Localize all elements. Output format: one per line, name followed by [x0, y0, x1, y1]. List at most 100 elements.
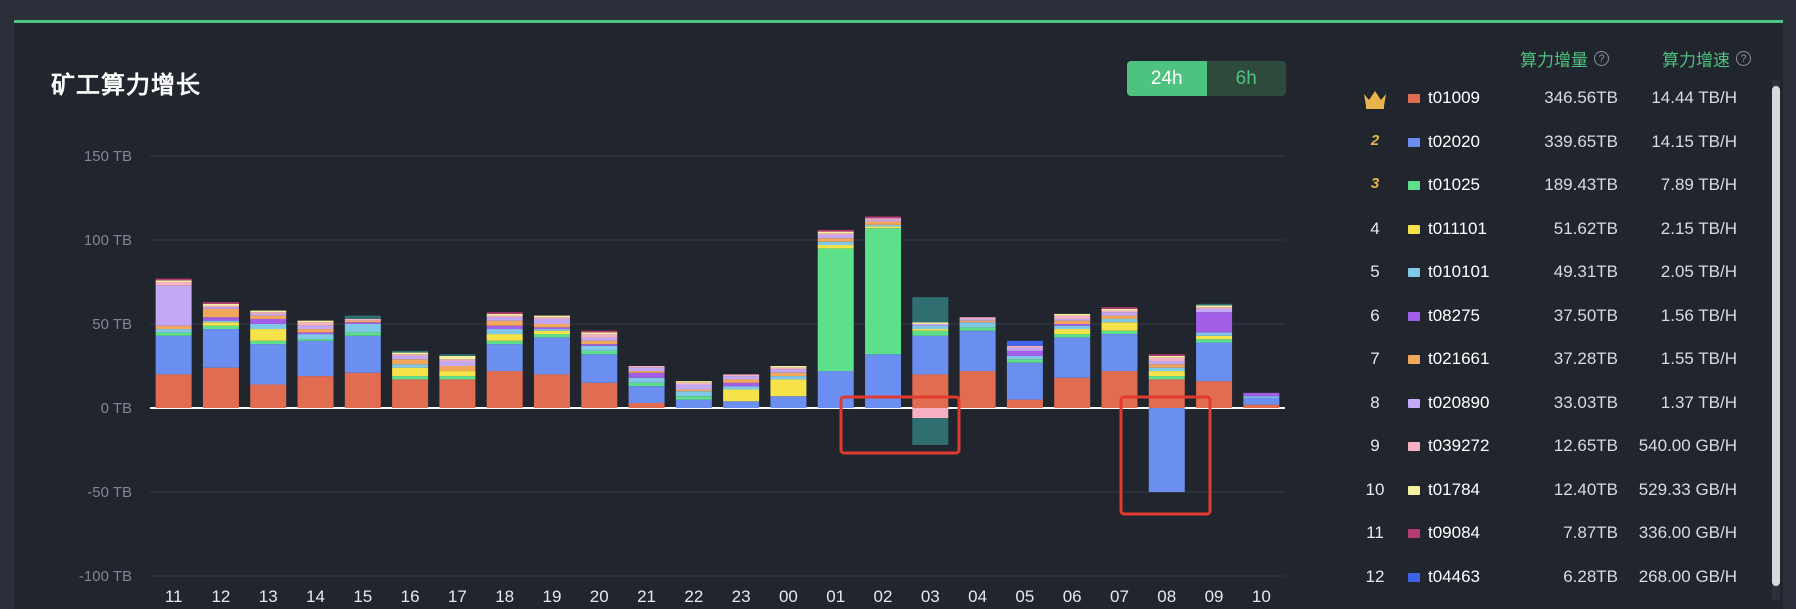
bar-segment: [628, 367, 665, 372]
legend-row[interactable]: t01009 346.56TB 14.44 TB/H: [1320, 84, 1760, 114]
bar-segment: [628, 377, 665, 383]
rank-number: 10: [1365, 479, 1385, 499]
legend-row[interactable]: 2 t02020 339.65TB 14.15 TB/H: [1320, 128, 1760, 158]
bar-segment: [344, 318, 381, 321]
help-icon[interactable]: ?: [1736, 51, 1751, 66]
bar-segment: [250, 310, 287, 313]
color-swatch: [1408, 94, 1420, 103]
bar-segment: [344, 322, 381, 324]
legend-row[interactable]: 6 t08275 37.50TB 1.56 TB/H: [1320, 302, 1760, 332]
miner-id: t01009: [1428, 88, 1480, 107]
bar-segment: [439, 371, 476, 377]
bar-segment: [628, 382, 665, 387]
x-tick-label: 13: [259, 587, 278, 606]
crown-icon: [1360, 88, 1390, 115]
x-tick-label: 22: [684, 587, 703, 606]
x-tick-label: 20: [590, 587, 609, 606]
y-tick-label: 100 TB: [84, 232, 132, 249]
bar-segment: [1054, 318, 1091, 321]
color-swatch: [1408, 137, 1420, 147]
bar-segment: [817, 233, 854, 235]
x-tick-label: 16: [401, 587, 420, 606]
bar-segment: [770, 369, 807, 373]
legend-row[interactable]: 11 t09084 7.87TB 336.00 GB/H: [1320, 519, 1760, 549]
bar-segment: [202, 302, 239, 304]
bar-segment: [533, 329, 570, 331]
bar-segment: [439, 379, 476, 408]
bar-segment: [1196, 339, 1233, 343]
bar-segment: [581, 344, 618, 346]
bar-segment: [486, 329, 523, 335]
bar-segment: [628, 366, 665, 368]
bar-segment: [533, 327, 570, 330]
bar-segment: [1196, 332, 1233, 336]
bar-segment: [675, 399, 712, 408]
bar-segment: [486, 312, 523, 314]
bar-segment: [297, 320, 334, 323]
bar-segment: [155, 335, 192, 375]
y-tick-label: 0 TB: [101, 400, 132, 417]
rank-number: 9: [1370, 436, 1380, 455]
bar-segment: [250, 329, 287, 341]
bar-segment: [1243, 392, 1280, 397]
bar-segment: [486, 340, 523, 345]
bar-segment: [1196, 307, 1233, 309]
bar-segment: [865, 228, 902, 355]
legend-row[interactable]: 10 t01784 12.40TB 529.33 GB/H: [1320, 476, 1760, 506]
x-tick-label: 11: [165, 587, 183, 606]
bar-segment: [297, 376, 334, 408]
x-tick-label: 02: [874, 587, 893, 606]
bar-segment: [581, 354, 618, 383]
growth-speed: 1.55 TB/H: [1660, 349, 1737, 368]
scrollbar-thumb[interactable]: [1772, 86, 1780, 586]
rank-2-icon: 2: [1370, 131, 1380, 149]
help-icon[interactable]: ?: [1594, 51, 1609, 66]
x-tick-label: 00: [779, 587, 798, 606]
growth-speed: 336.00 GB/H: [1638, 523, 1737, 542]
bar-segment: [865, 354, 902, 408]
bar-segment: [912, 374, 949, 408]
bar-segment: [297, 322, 334, 326]
bar-segment: [486, 344, 523, 372]
bar-segment: [344, 315, 381, 319]
rank-number: 12: [1365, 566, 1385, 586]
color-swatch: [1408, 311, 1420, 321]
bar-segment: [533, 334, 570, 338]
bar-segment: [392, 350, 429, 353]
bar-segment: [1054, 313, 1091, 316]
color-swatch: [1408, 529, 1420, 538]
legend-row[interactable]: 12 t04463 6.28TB 268.00 GB/H: [1320, 563, 1760, 593]
bar-segment: [392, 367, 429, 377]
growth-amount: 346.56TB: [1544, 88, 1618, 107]
legend-row[interactable]: 5 t010101 49.31TB 2.05 TB/H: [1320, 258, 1760, 288]
legend-row[interactable]: 8 t020890 33.03TB 1.37 TB/H: [1320, 389, 1760, 419]
bar-segment: [1101, 315, 1138, 319]
color-swatch: [1408, 398, 1420, 408]
bar-segment: [723, 376, 760, 380]
bar-segment: [533, 317, 570, 319]
stacked-bar-chart: 150 TB 100 TB 50 TB 0 TB -50 TB -100 TB 11 12 13…: [79, 148, 1285, 606]
bar-segment: [250, 313, 287, 316]
bar-segment: [202, 303, 239, 306]
bar-segment: [155, 329, 192, 333]
bar-segment: [533, 324, 570, 328]
legend-row[interactable]: 7 t021661 37.28TB 1.55 TB/H: [1320, 345, 1760, 375]
growth-column-header: 算力增量 ?: [1520, 46, 1609, 71]
miner-id: t09084: [1428, 523, 1480, 542]
bar-segment: [202, 308, 239, 318]
legend-row[interactable]: 3 t01025 189.43TB 7.89 TB/H: [1320, 171, 1760, 201]
bar-segment: [1054, 325, 1091, 330]
rank-number: 4: [1370, 218, 1380, 238]
growth-speed: 540.00 GB/H: [1638, 436, 1737, 455]
bar-segment: [817, 248, 854, 372]
toggle-6h-button[interactable]: 6h: [1206, 61, 1286, 96]
bar-segment: [912, 325, 949, 330]
legend-row[interactable]: 4 t011101 51.62TB 2.15 TB/H: [1320, 215, 1760, 245]
color-swatch: [1408, 572, 1420, 582]
toggle-24h-button[interactable]: 24h: [1127, 61, 1207, 96]
legend-row[interactable]: 9 t039272 12.65TB 540.00 GB/H: [1320, 432, 1760, 462]
bar-segment: [344, 332, 381, 336]
bar-segment: [770, 366, 807, 368]
x-tick-label: 17: [448, 587, 467, 606]
bar-segment: [817, 245, 854, 249]
